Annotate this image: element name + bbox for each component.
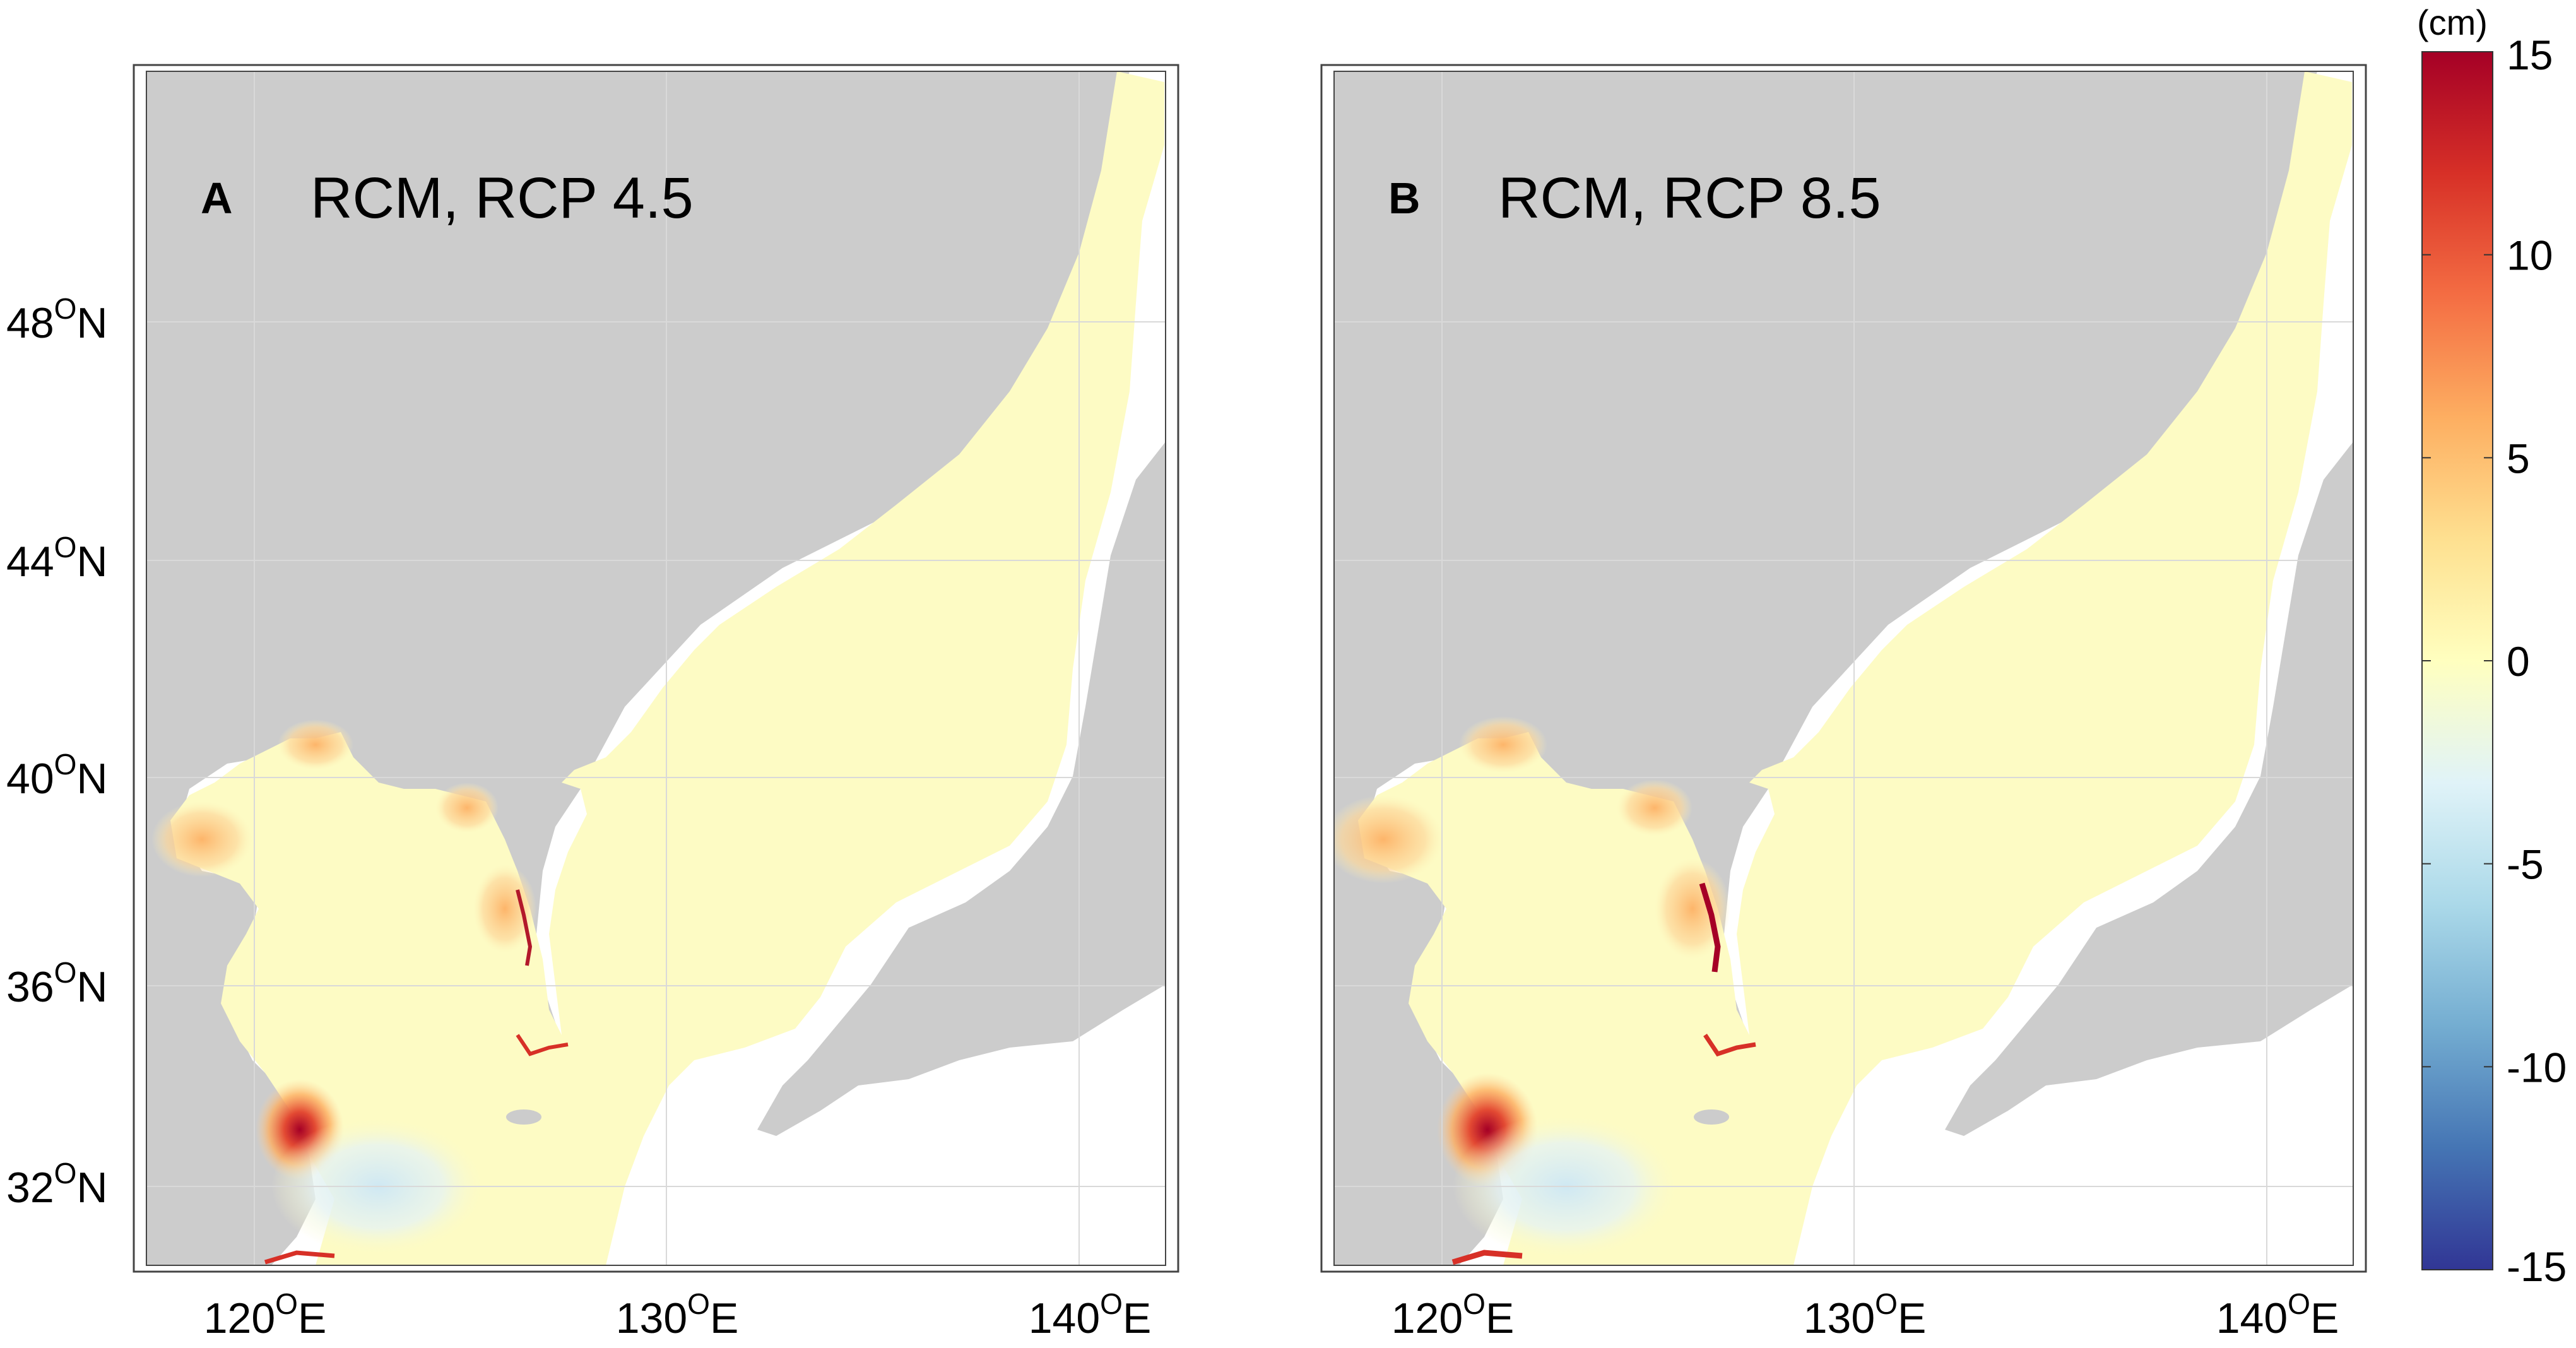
hangzhou-bay-red <box>1451 1250 1523 1265</box>
lat-label-40: 40ON <box>6 748 108 803</box>
liaodong-warm <box>1459 716 1547 773</box>
korea-bay-warm <box>1617 779 1693 836</box>
lat-label-32: 32ON <box>6 1157 108 1212</box>
colorbar-tick-label: -5 <box>2507 841 2544 888</box>
korea-coast-red-strip <box>516 889 533 966</box>
panel-a-map <box>146 71 1166 1265</box>
colorbar-tick-label: -15 <box>2507 1243 2567 1290</box>
bohai-warm <box>151 801 252 877</box>
lat-labels-a: 48ON 44ON 40ON 36ON 32ON <box>6 292 108 1212</box>
mainland-asia <box>146 71 1130 1265</box>
japan-islands <box>757 442 1166 1136</box>
colorbar: (cm) 15 10 5 0 -5 -10 -15 <box>2417 3 2567 1290</box>
panel-b-inner-frame <box>1333 71 2354 1266</box>
panel-b-letter: B <box>1388 174 1421 223</box>
colorbar-tick-label: 15 <box>2507 32 2553 78</box>
west-korea-coast-warm <box>1655 858 1730 959</box>
korea-bay-warm <box>435 783 499 833</box>
mainland-asia <box>1334 71 2317 1265</box>
lon-label-130-a: 130OE <box>616 1287 739 1342</box>
lat-label-36: 36ON <box>6 956 108 1011</box>
colorbar-ticks: 15 10 5 0 -5 -10 -15 <box>2422 32 2567 1290</box>
sea-surface <box>1358 71 2352 1265</box>
panel-b: B RCM, RCP 8.5 <box>1320 64 2367 1273</box>
panel-a-letter: A <box>201 174 233 223</box>
lon-labels-a: 120OE 130OE 140OE <box>204 1287 1152 1342</box>
colorbar-unit: (cm) <box>2417 3 2488 42</box>
panel-b-title: RCM, RCP 8.5 <box>1498 166 1881 230</box>
lat-label-48: 48ON <box>6 292 108 347</box>
jeju-island <box>1694 1109 1729 1125</box>
grid-b <box>1334 71 2353 1265</box>
lon-label-140-b: 140OE <box>2216 1287 2339 1342</box>
lon-label-120-b: 120OE <box>1391 1287 1515 1342</box>
west-korea-coast-warm <box>473 865 536 953</box>
korea-south-red-strip <box>516 1034 569 1056</box>
colorbar-tick-label: 10 <box>2507 232 2553 279</box>
colorbar-tick-label: 5 <box>2507 435 2530 482</box>
sea-surface <box>170 71 1164 1265</box>
lat-label-44: 44ON <box>6 531 108 586</box>
korea-south-red-strip <box>1703 1034 1756 1057</box>
colorbar-tick-label: -10 <box>2507 1044 2567 1091</box>
liaodong-warm <box>278 719 353 770</box>
colorbar-tick-label: 0 <box>2507 638 2530 685</box>
panel-a: A RCM, RCP 4.5 <box>133 64 1179 1273</box>
panel-a-title: RCM, RCP 4.5 <box>310 166 694 230</box>
panel-a-frame <box>133 64 1179 1273</box>
korea-coast-red-strip <box>1699 882 1721 973</box>
panel-a-inner-frame <box>146 71 1166 1266</box>
panel-b-frame <box>1320 64 2367 1273</box>
grid-a <box>146 71 1166 1265</box>
hangzhou-bay-red <box>264 1250 335 1265</box>
japan-islands <box>1945 442 2353 1136</box>
lon-label-140-a: 140OE <box>1029 1287 1152 1342</box>
jeju-island <box>506 1109 541 1125</box>
colorbar-ramp <box>2421 51 2493 1270</box>
lon-labels-b: 120OE 130OE 140OE <box>1391 1287 2339 1342</box>
lon-label-130-b: 130OE <box>1804 1287 1927 1342</box>
bohai-warm <box>1334 795 1443 884</box>
panel-b-map <box>1334 71 2353 1265</box>
lon-label-120-a: 120OE <box>204 1287 327 1342</box>
